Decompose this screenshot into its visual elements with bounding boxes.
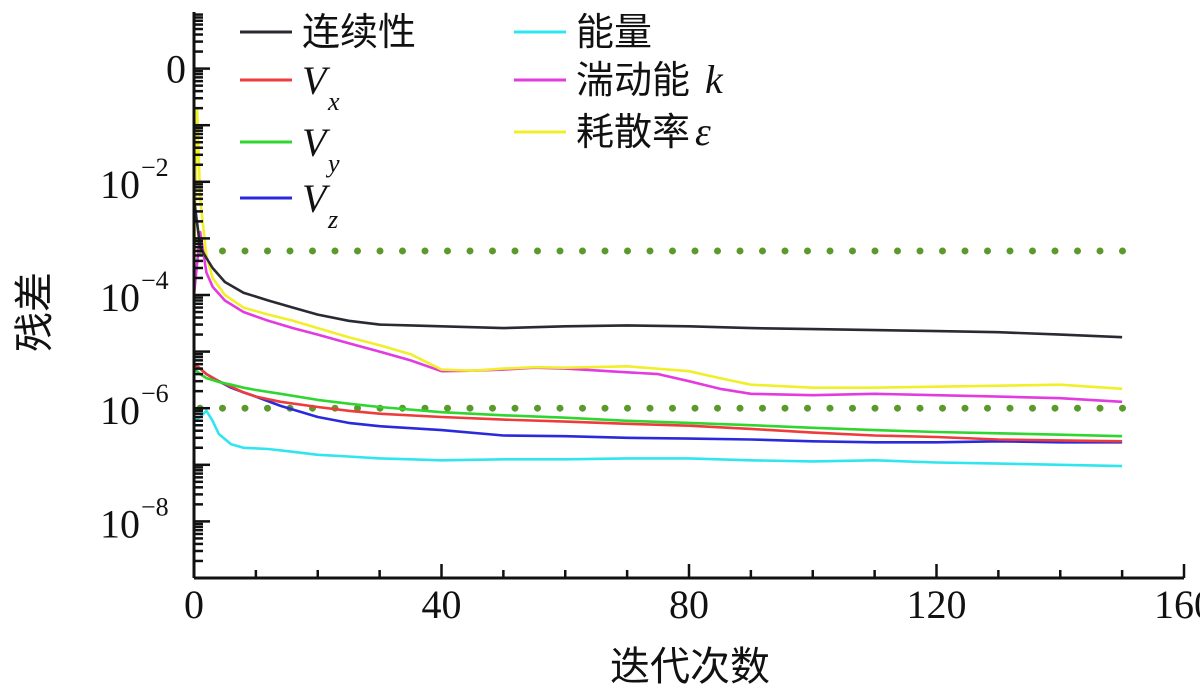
series-line bbox=[192, 106, 1123, 391]
series-lines bbox=[192, 106, 1123, 468]
y-tick-exponent: −6 bbox=[141, 379, 169, 408]
y-axis-title: 残差 bbox=[12, 272, 58, 352]
legend-label: 湍动能 bbox=[576, 58, 690, 102]
legend-label: V bbox=[302, 58, 331, 103]
legend-label-sub: z bbox=[327, 205, 338, 234]
legend-label: 连续性 bbox=[302, 10, 416, 54]
legend-label-sub: x bbox=[327, 87, 340, 116]
series-line bbox=[193, 367, 1123, 438]
x-axis-title: 迭代次数 bbox=[610, 644, 770, 690]
reference-lines bbox=[196, 247, 1138, 412]
x-tick-label: 40 bbox=[422, 582, 462, 627]
y-tick-label: 0 bbox=[166, 47, 186, 92]
legend-label: 能量 bbox=[576, 10, 652, 54]
y-tick-exponent: −2 bbox=[141, 153, 169, 182]
x-tick-label: 120 bbox=[907, 582, 967, 627]
y-ticks: 010−210−410−610−8 bbox=[100, 13, 210, 580]
legend-label: 耗散率 bbox=[576, 110, 690, 154]
y-tick-exponent: −8 bbox=[141, 492, 169, 521]
series-line bbox=[193, 409, 1123, 468]
y-tick-exponent: −4 bbox=[141, 266, 169, 295]
x-tick-label: 160 bbox=[1154, 582, 1200, 627]
y-tick-label: 10 bbox=[100, 162, 140, 207]
x-tick-label: 80 bbox=[669, 582, 709, 627]
series-line bbox=[192, 198, 1123, 339]
x-ticks: 0 40 80 120 160 bbox=[184, 564, 1200, 627]
legend-label-sub: y bbox=[325, 149, 340, 178]
legend-label: V bbox=[302, 176, 331, 221]
series-line bbox=[193, 363, 1123, 444]
x-tick-label: 0 bbox=[184, 582, 204, 627]
y-tick-label: 10 bbox=[100, 388, 140, 433]
y-tick-label: 10 bbox=[100, 501, 140, 546]
legend-label-symbol: k bbox=[705, 57, 724, 102]
legend-label: V bbox=[302, 120, 331, 165]
y-tick-label: 10 bbox=[100, 275, 140, 320]
legend-label-symbol: ε bbox=[695, 109, 711, 154]
